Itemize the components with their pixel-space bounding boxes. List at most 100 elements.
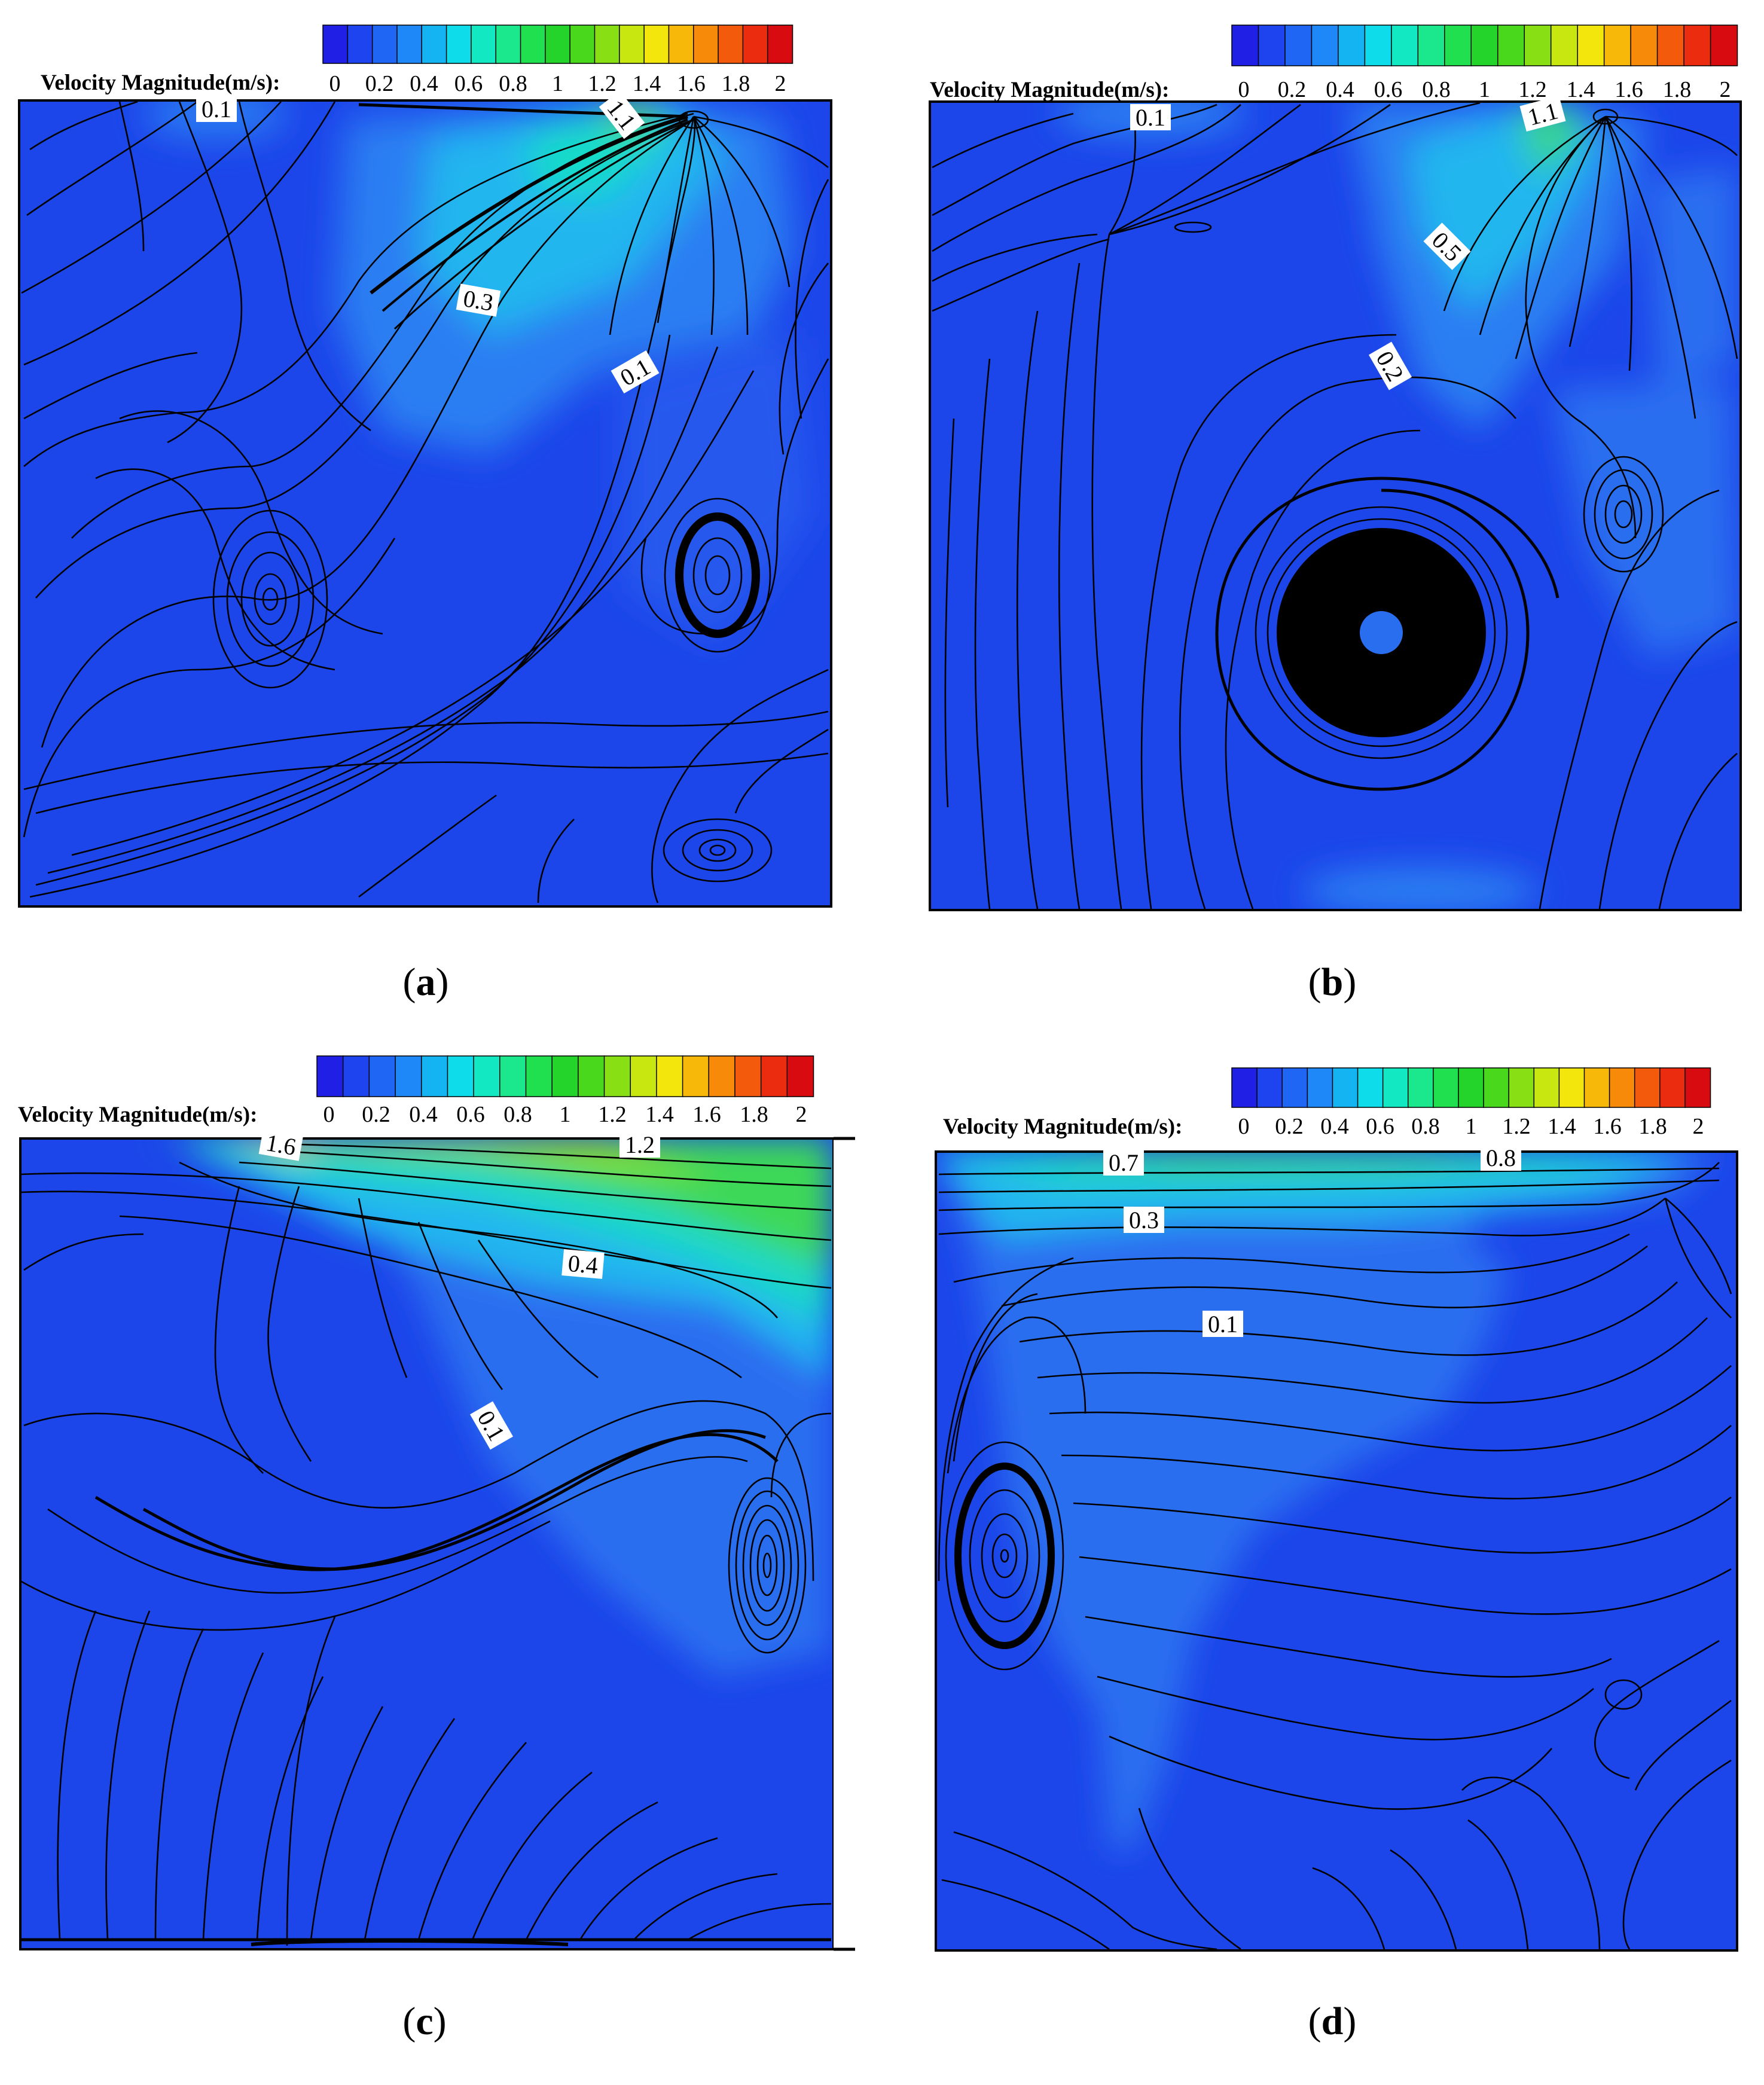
svg-text:1.2: 1.2 [625, 1131, 655, 1158]
colorbar-swatch [1550, 25, 1579, 66]
colorbar-tick-label: 1.4 [633, 71, 661, 96]
colorbar-tick-label: 2 [796, 1102, 807, 1127]
colorbar-tick-label: 1.6 [1593, 1114, 1622, 1139]
colorbar-ticks-d: 0 0.2 0.4 0.6 0.8 1 1.2 1.4 1.6 1.8 2 [1238, 1114, 1704, 1139]
colorbar-swatch [347, 25, 373, 64]
colorbar-swatch [1508, 1067, 1535, 1108]
colorbar-tick-label: 0 [1238, 1114, 1250, 1139]
contour-label: 0.3 [456, 283, 501, 317]
colorbar-swatch [1407, 1067, 1435, 1108]
colorbar-tick-label: 2 [775, 71, 786, 96]
contour-label: 0.8 [1481, 1144, 1521, 1171]
colorbar-swatch [1483, 1067, 1510, 1108]
colorbar-swatch [1231, 25, 1259, 66]
colorbar-tick-label: 0 [323, 1102, 335, 1127]
colorbar-tick-label: 1.4 [1548, 1114, 1576, 1139]
colorbar-swatch [471, 25, 497, 64]
colorbar-tick-label: 1.8 [1638, 1114, 1667, 1139]
colorbar-swatch [569, 25, 596, 64]
colorbar-swatch [1332, 1067, 1359, 1108]
contour-label: 1.1 [1519, 95, 1566, 132]
colorbar-swatch [760, 1055, 788, 1097]
colorbar-swatch [1444, 25, 1472, 66]
colorbar-tick-label: 0.8 [1411, 1114, 1440, 1139]
colorbar-swatch [499, 1055, 527, 1097]
contour-label: 0.1 [1203, 1311, 1243, 1338]
colorbar-swatch [767, 25, 794, 64]
velocity-field-a [19, 100, 831, 906]
svg-text:0.3: 0.3 [461, 285, 495, 316]
colorbar-ticks-a: 0 0.2 0.4 0.6 0.8 1 1.2 1.4 1.6 1.8 2 [329, 71, 786, 96]
colorbar-swatch [342, 1055, 370, 1097]
colorbar-tick-label: 1.8 [722, 71, 750, 96]
colorbar-swatch [1458, 1067, 1485, 1108]
colorbar-swatch [1656, 25, 1685, 66]
caption-d: (d) [1308, 1999, 1357, 2043]
contour-label: 0.1 [469, 1401, 514, 1450]
colorbar-tick-label: 1.2 [1502, 1114, 1531, 1139]
colorbar-swatch [368, 1055, 396, 1097]
colorbar-tick-label: 0.2 [362, 1102, 390, 1127]
colorbar-tick-label: 1 [560, 1102, 571, 1127]
contour-label: 0.1 [196, 96, 237, 123]
colorbar-ticks-b: 0 0.2 0.4 0.6 0.8 1 1.2 1.4 1.6 1.8 2 [1238, 77, 1731, 102]
colorbar-swatch [1364, 25, 1393, 66]
colorbar-swatch [545, 25, 571, 64]
panel-a-figure: Velocity Magnitude(m/s): 0 0.2 0.4 0.6 0.8 1 1… [18, 25, 832, 908]
svg-text:1.6: 1.6 [264, 1129, 298, 1161]
domain-border-a [18, 99, 832, 908]
colorbar-ticks-c: 0 0.2 0.4 0.6 0.8 1 1.2 1.4 1.6 1.8 2 [323, 1102, 807, 1127]
colorbar-swatch [316, 1055, 344, 1097]
colorbar-tick-label: 1.4 [1567, 77, 1595, 102]
colorbar-tick-label: 1.2 [1518, 77, 1547, 102]
colorbar-swatch [1558, 1067, 1585, 1108]
colorbar-tick-label: 2 [1720, 77, 1731, 102]
svg-text:0.1: 0.1 [1136, 104, 1165, 131]
caption-c: (c) [402, 1999, 447, 2043]
colorbar-tick-label: 1.8 [1663, 77, 1692, 102]
colorbar-swatch [1284, 25, 1313, 66]
colorbar-tick-label: 0.2 [1275, 1114, 1304, 1139]
colorbar-swatch [1256, 1067, 1283, 1108]
colorbar-swatch [1338, 25, 1366, 66]
contour-label: 0.3 [1124, 1207, 1164, 1234]
svg-text:0.8: 0.8 [1486, 1144, 1516, 1171]
colorbar-tick-label: 0.4 [409, 1102, 438, 1127]
colorbar-swatch [520, 25, 547, 64]
caption-b: (b) [1308, 960, 1357, 1004]
panel-b-figure: Velocity Magnitude(m/s): 0 0.2 0.4 0.6 0.8 1 1… [929, 25, 1742, 911]
contour-label: 0.4 [561, 1249, 605, 1279]
colorbar-swatch [1630, 25, 1658, 66]
colorbar-tick-label: 0.4 [1326, 77, 1354, 102]
colorbar-tick-label: 0.2 [1278, 77, 1307, 102]
colorbar-swatch [371, 25, 398, 64]
colorbar-tick-label: 0.4 [1320, 1114, 1349, 1139]
colorbar-tick-label: 1.2 [588, 71, 617, 96]
panel-c: Velocity Magnitude(m/s): 0 0.2 0.4 0.6 0.8 1 1… [0, 1043, 882, 2085]
colorbar-title: Velocity Magnitude(m/s): [18, 1103, 257, 1127]
colorbar-swatch [734, 1055, 762, 1097]
colorbar-swatch [742, 25, 768, 64]
panel-d: Velocity Magnitude(m/s): 0 0.2 0.4 0.6 0.8 1 1… [882, 1043, 1764, 2085]
colorbar-swatch [603, 1055, 631, 1097]
colorbar-swatch [619, 25, 645, 64]
colorbar-swatch [718, 25, 744, 64]
colorbar-swatch [420, 1055, 448, 1097]
domain-border-d [935, 1150, 1738, 1952]
colorbar-tick-label: 1.6 [692, 1102, 721, 1127]
colorbar-tick-label: 0.6 [454, 71, 483, 96]
panel-b: Velocity Magnitude(m/s): 0 0.2 0.4 0.6 0.8 1 1… [882, 0, 1764, 1043]
colorbar-swatch [578, 1055, 605, 1097]
caption-a: (a) [402, 960, 449, 1004]
contour-label: 0.7 [1103, 1149, 1144, 1176]
colorbar-swatch [473, 1055, 501, 1097]
colorbar-tick-label: 1 [1479, 77, 1490, 102]
colorbar-swatch [495, 25, 521, 64]
colorbar-d [1231, 1067, 1711, 1108]
colorbar-tick-label: 0.4 [410, 71, 438, 96]
colorbar-tick-label: 1.2 [598, 1102, 627, 1127]
colorbar-tick-label: 1 [1466, 1114, 1477, 1139]
colorbar-swatch [1533, 1067, 1560, 1108]
colorbar-swatch [786, 1055, 814, 1097]
colorbar-title: Velocity Magnitude(m/s): [943, 1115, 1182, 1139]
